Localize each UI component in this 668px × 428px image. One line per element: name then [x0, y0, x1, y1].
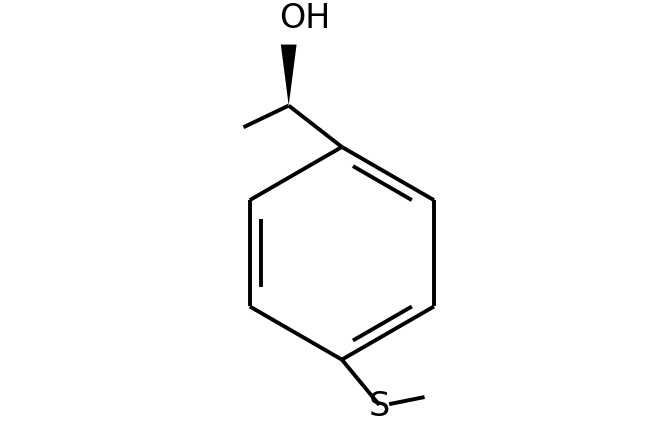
Text: OH: OH [279, 2, 330, 35]
Polygon shape [281, 45, 297, 106]
Text: S: S [369, 390, 390, 423]
